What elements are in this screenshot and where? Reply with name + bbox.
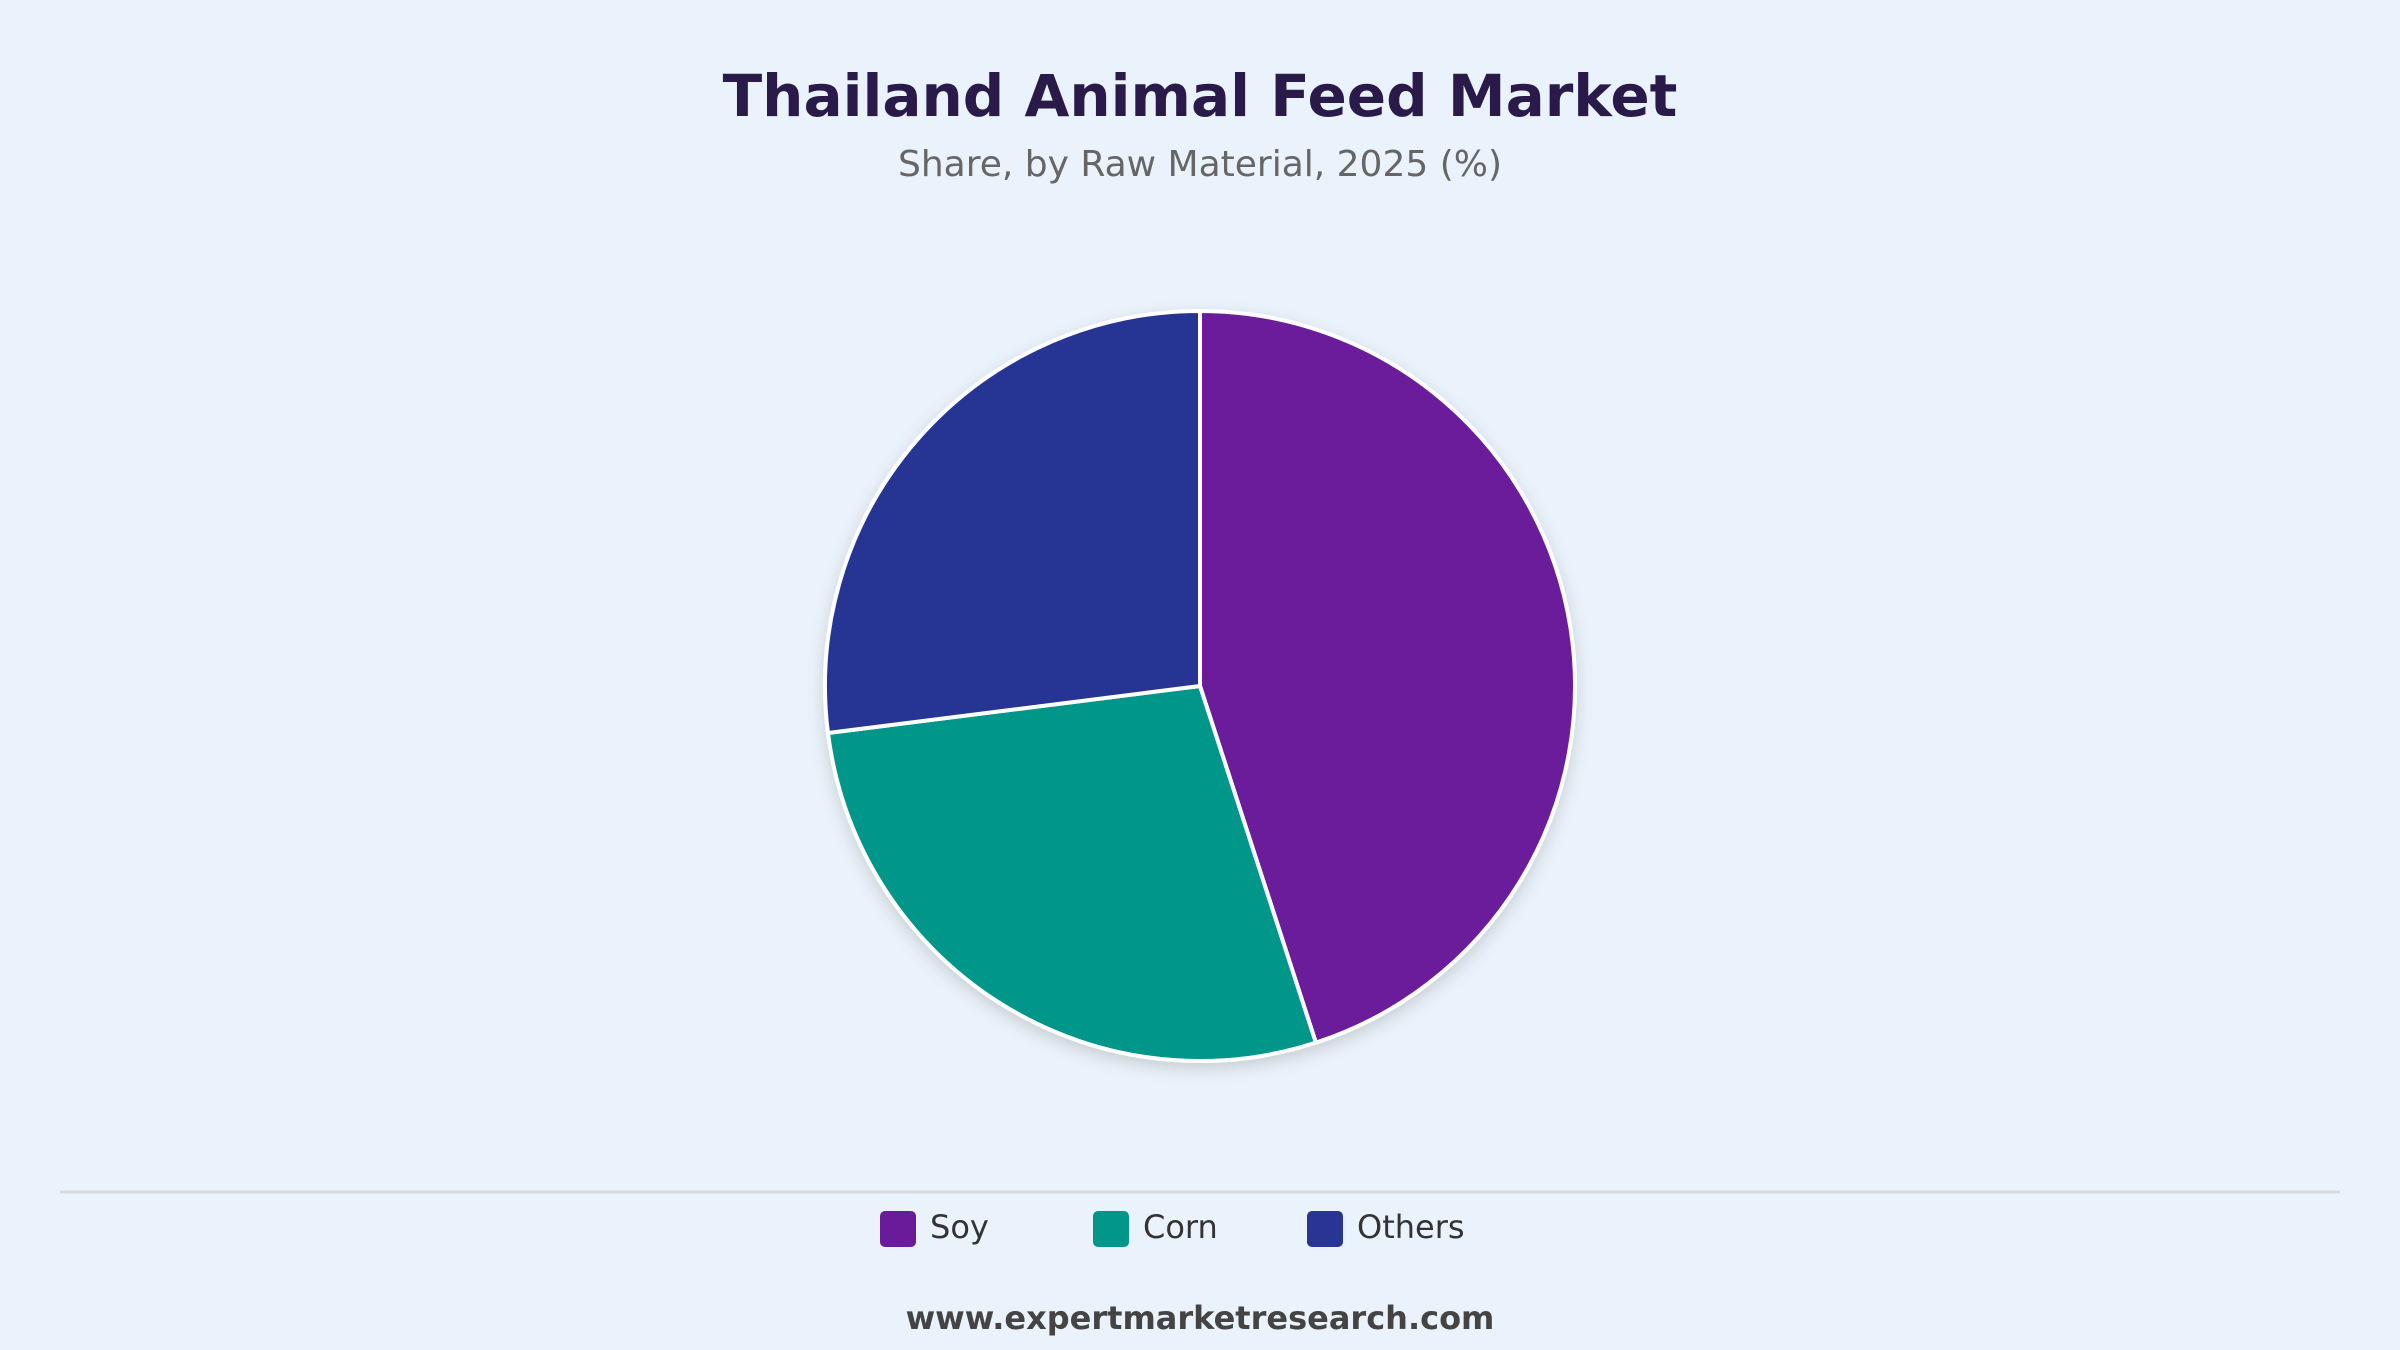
legend-label: Corn	[1143, 1208, 1218, 1246]
legend-label: Soy	[930, 1208, 989, 1246]
legend-label: Others	[1357, 1208, 1465, 1246]
pie-slice	[1198, 308, 1577, 1046]
chart-subtitle: Share, by Raw Material, 2025 (%)	[898, 144, 1502, 185]
pie	[823, 308, 1577, 1063]
legend-swatch	[880, 1211, 916, 1247]
legend-swatch	[1307, 1211, 1343, 1247]
chart-title: Thailand Animal Feed Market	[723, 62, 1678, 130]
legend: Soy Corn Others	[880, 1208, 1465, 1247]
footer: www.expertmarketresearch.com	[906, 1299, 1495, 1337]
legend-swatch	[1093, 1211, 1129, 1247]
pie-slice	[823, 308, 1202, 736]
pie-slice	[825, 683, 1319, 1063]
